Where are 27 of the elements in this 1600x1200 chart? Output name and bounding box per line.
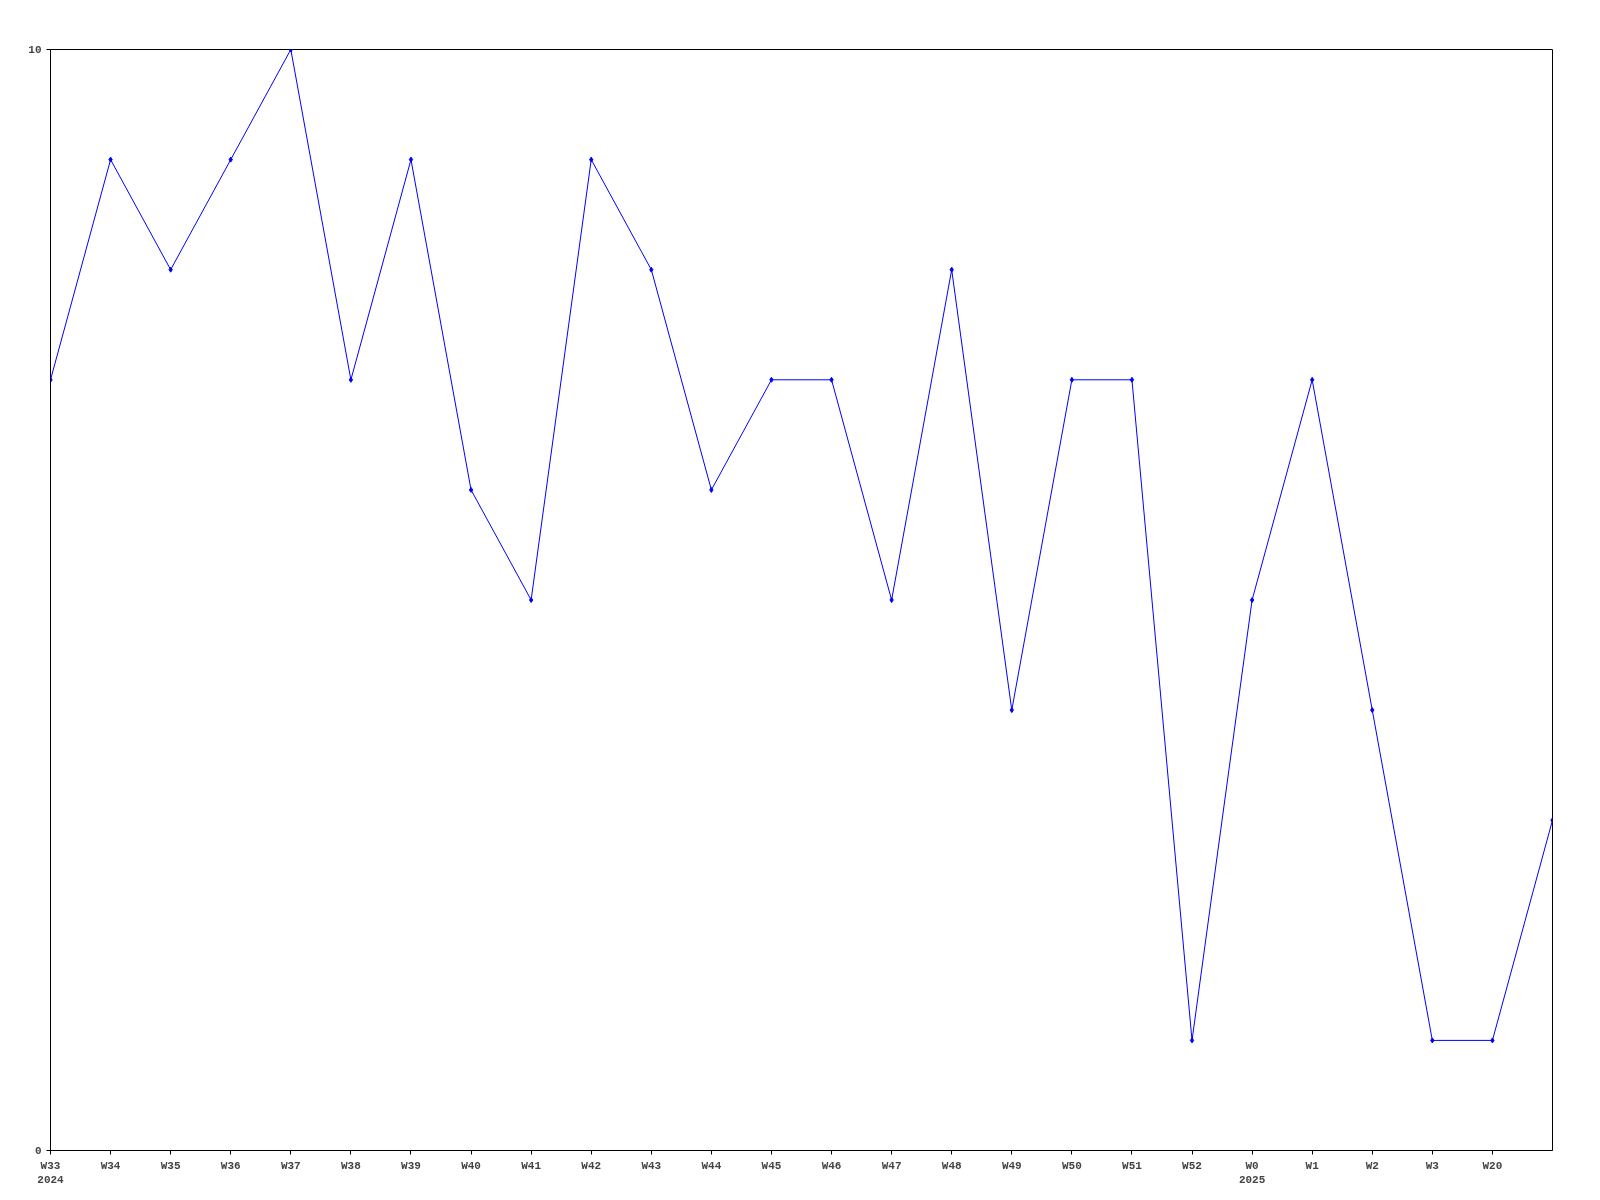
x-tick-label: W35	[160, 1159, 181, 1172]
x-tick-label: W33 2024	[37, 1159, 65, 1186]
x-tick-label: W52	[1182, 1159, 1202, 1172]
x-tick-label: W46	[821, 1159, 842, 1172]
x-tick-label: W45	[761, 1159, 782, 1172]
x-tick-label: W1	[1305, 1159, 1320, 1172]
x-tick-label: W36	[220, 1159, 241, 1172]
x-tick-label: W39	[401, 1159, 421, 1172]
x-tick-label: W44	[701, 1159, 722, 1172]
x-tick-label: W41	[521, 1159, 542, 1172]
x-tick-label: W34	[100, 1159, 121, 1172]
x-tick-label: W20	[1482, 1159, 1503, 1172]
x-tick-label: W2	[1365, 1159, 1379, 1172]
x-tick-label: W42	[581, 1159, 602, 1172]
x-tick-label: W47	[881, 1159, 902, 1172]
y-tick-label: 10	[28, 44, 42, 56]
x-tick-label: W40	[461, 1159, 481, 1172]
x-tick-label: W37	[280, 1159, 301, 1172]
x-tick-label: W48	[941, 1159, 962, 1172]
x-tick-label: W0 2025	[1238, 1159, 1266, 1186]
x-tick-label: W51	[1122, 1159, 1143, 1172]
x-tick-label: W3	[1425, 1159, 1440, 1172]
x-tick-label: W43	[641, 1159, 662, 1172]
y-tick-label: 0	[34, 1145, 42, 1157]
x-tick-label: W49	[1001, 1159, 1022, 1172]
x-tick-label: W38	[341, 1159, 362, 1172]
x-tick-label: W50	[1061, 1159, 1082, 1172]
